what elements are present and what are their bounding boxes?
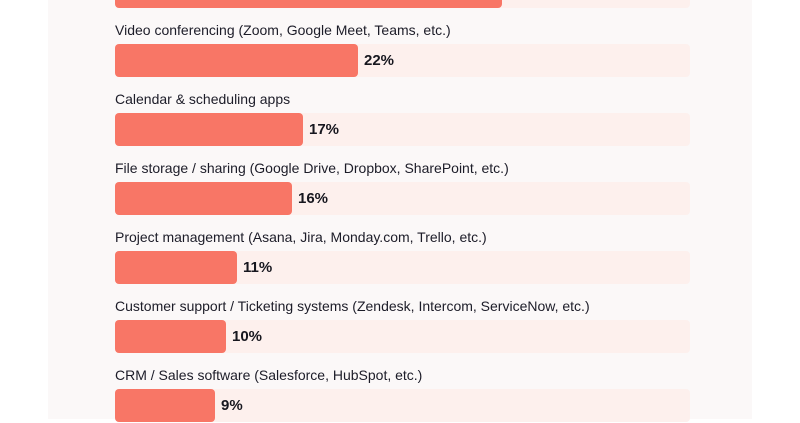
- value-label: 9%: [221, 397, 243, 414]
- bar: [115, 113, 303, 146]
- bar-track: 22%: [115, 44, 690, 77]
- bar: [115, 0, 502, 8]
- category-label: CRM / Sales software (Salesforce, HubSpo…: [115, 367, 423, 383]
- bar-row: Calendar & scheduling apps 17%: [115, 91, 690, 147]
- category-label: Project management (Asana, Jira, Monday.…: [115, 229, 487, 245]
- category-label: File storage / sharing (Google Drive, Dr…: [115, 160, 509, 176]
- value-label: 10%: [232, 328, 263, 345]
- bar-track: 17%: [115, 113, 690, 146]
- bar-track: 35%: [115, 0, 690, 8]
- bar-row: File storage / sharing (Google Drive, Dr…: [115, 160, 690, 216]
- bar: [115, 182, 292, 215]
- bar: [115, 44, 358, 77]
- bar-track: 9%: [115, 389, 690, 422]
- value-label: 16%: [298, 190, 329, 207]
- bar: [115, 251, 237, 284]
- bar-row: 35%: [115, 0, 690, 9]
- category-label: Video conferencing (Zoom, Google Meet, T…: [115, 22, 451, 38]
- bar-row: CRM / Sales software (Salesforce, HubSpo…: [115, 367, 690, 423]
- category-label: Customer support / Ticketing systems (Ze…: [115, 298, 590, 314]
- bar: [115, 320, 226, 353]
- bar-track: 11%: [115, 251, 690, 284]
- bar-track: 16%: [115, 182, 690, 215]
- category-label: Calendar & scheduling apps: [115, 91, 291, 107]
- bar-row: Customer support / Ticketing systems (Ze…: [115, 298, 690, 354]
- bar-row: Project management (Asana, Jira, Monday.…: [115, 229, 690, 285]
- bar-row: Video conferencing (Zoom, Google Meet, T…: [115, 22, 690, 78]
- bar-track: 10%: [115, 320, 690, 353]
- value-label: 11%: [243, 259, 273, 276]
- value-label: 22%: [364, 52, 395, 69]
- bar: [115, 389, 215, 422]
- value-label: 17%: [309, 121, 340, 138]
